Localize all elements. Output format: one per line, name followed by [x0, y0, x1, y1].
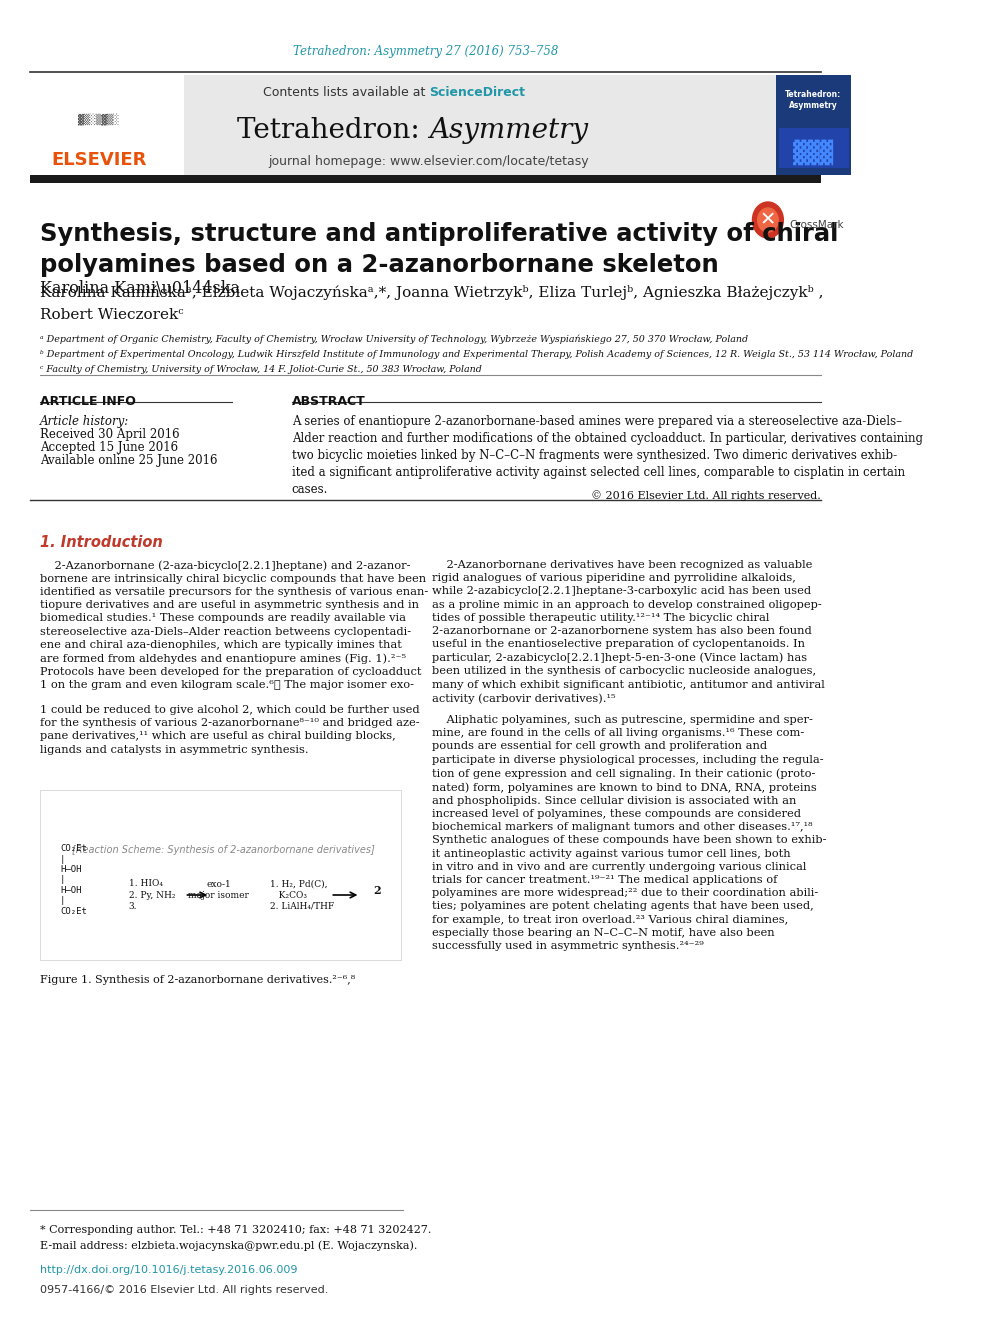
Text: Synthesis, structure and antiproliferative activity of chiral
polyamines based o: Synthesis, structure and antiproliferati… [41, 222, 838, 277]
Text: Tetrahedron:: Tetrahedron: [237, 116, 429, 143]
Circle shape [758, 208, 778, 232]
Text: http://dx.doi.org/10.1016/j.tetasy.2016.06.009: http://dx.doi.org/10.1016/j.tetasy.2016.… [41, 1265, 298, 1275]
Text: © 2016 Elsevier Ltd. All rights reserved.: © 2016 Elsevier Ltd. All rights reserved… [591, 490, 821, 501]
Text: 0957-4166/© 2016 Elsevier Ltd. All rights reserved.: 0957-4166/© 2016 Elsevier Ltd. All right… [41, 1285, 328, 1295]
Text: E-mail address: elzbieta.wojacynska@pwr.edu.pl (E. Wojaczynska).: E-mail address: elzbieta.wojacynska@pwr.… [41, 1240, 418, 1250]
Text: Aliphatic polyamines, such as putrescine, spermidine and sper-
mine, are found i: Aliphatic polyamines, such as putrescine… [432, 714, 826, 951]
Text: 1. HIO₄
2. Py, NH₂
3.: 1. HIO₄ 2. Py, NH₂ 3. [129, 880, 176, 910]
Text: 2-Azanorbornane derivatives have been recognized as valuable
rigid analogues of : 2-Azanorbornane derivatives have been re… [432, 560, 824, 704]
Text: 1. H₂, Pd(C),
   K₂CO₃
2. LiAlH₄/THF: 1. H₂, Pd(C), K₂CO₃ 2. LiAlH₄/THF [270, 880, 334, 910]
Text: Tetrahedron: Asymmetry 27 (2016) 753–758: Tetrahedron: Asymmetry 27 (2016) 753–758 [293, 45, 558, 58]
Text: ELSEVIER: ELSEVIER [51, 151, 147, 169]
Text: 2: 2 [373, 885, 381, 896]
Text: CrossMark: CrossMark [790, 220, 844, 230]
Text: CO₂Et
|
H—OH
|
H—OH
|
CO₂Et: CO₂Et | H—OH | H—OH | CO₂Et [61, 844, 87, 916]
Text: ᵇ Department of Experimental Oncology, Ludwik Hirszfeld Institute of Immunology : ᵇ Department of Experimental Oncology, L… [41, 351, 914, 359]
FancyBboxPatch shape [30, 175, 821, 183]
Text: Received 30 April 2016: Received 30 April 2016 [41, 429, 180, 441]
FancyBboxPatch shape [777, 75, 851, 175]
Text: Karolina Kami\u0144ska: Karolina Kami\u0144ska [41, 280, 240, 296]
Text: ᶜ Faculty of Chemistry, University of Wrocław, 14 F. Joliot-Curie St., 50 383 Wr: ᶜ Faculty of Chemistry, University of Wr… [41, 365, 482, 374]
Text: Available online 25 June 2016: Available online 25 June 2016 [41, 454, 218, 467]
Text: ᵃ Department of Organic Chemistry, Faculty of Chemistry, Wrocław University of T: ᵃ Department of Organic Chemistry, Facul… [41, 335, 748, 344]
FancyBboxPatch shape [30, 75, 185, 175]
Text: Tetrahedron:
Asymmetry: Tetrahedron: Asymmetry [786, 90, 841, 110]
Text: ScienceDirect: ScienceDirect [429, 86, 525, 99]
Text: Karolina Kamińskaᵃ, Elżbieta Wojaczyńskaᵃ,*, Joanna Wietrzykᵇ, Eliza Turlejᵇ, Ag: Karolina Kamińskaᵃ, Elżbieta Wojaczyńska… [41, 284, 823, 300]
FancyBboxPatch shape [779, 128, 848, 168]
Text: journal homepage: www.elsevier.com/locate/tetasy: journal homepage: www.elsevier.com/locat… [269, 156, 589, 168]
Text: ABSTRACT: ABSTRACT [292, 396, 365, 407]
Text: 1. Introduction: 1. Introduction [41, 534, 163, 550]
Text: 2-Azanorbornane (2-aza-bicyclo[2.2.1]heptane) and 2-azanor-
bornene are intrinsi: 2-Azanorbornane (2-aza-bicyclo[2.2.1]hep… [41, 560, 429, 691]
Text: * Corresponding author. Tel.: +48 71 3202410; fax: +48 71 3202427.: * Corresponding author. Tel.: +48 71 320… [41, 1225, 432, 1234]
Text: Figure 1. Synthesis of 2-azanorbornane derivatives.²⁻⁶,⁸: Figure 1. Synthesis of 2-azanorbornane d… [41, 975, 355, 986]
Text: Article history:: Article history: [41, 415, 130, 429]
Text: ▓▓▓: ▓▓▓ [794, 139, 833, 165]
Text: Contents lists available at: Contents lists available at [263, 86, 429, 99]
Text: Robert Wieczorekᶜ: Robert Wieczorekᶜ [41, 308, 184, 321]
Text: [Reaction Scheme: Synthesis of 2-azanorbornane derivatives]: [Reaction Scheme: Synthesis of 2-azanorb… [71, 845, 374, 855]
Text: 1 could be reduced to give alcohol 2, which could be further used
for the synthe: 1 could be reduced to give alcohol 2, wh… [41, 705, 420, 754]
Text: exo-1
major isomer: exo-1 major isomer [188, 880, 249, 900]
Text: ✕: ✕ [760, 210, 776, 229]
Text: ARTICLE INFO: ARTICLE INFO [41, 396, 136, 407]
Text: Accepted 15 June 2016: Accepted 15 June 2016 [41, 441, 179, 454]
Text: A series of enantiopure 2-azanorbornane-based amines were prepared via a stereos: A series of enantiopure 2-azanorbornane-… [292, 415, 923, 496]
FancyBboxPatch shape [41, 790, 401, 960]
Text: ▓▒░▒▓▒░: ▓▒░▒▓▒░ [78, 114, 119, 126]
Text: Asymmetry: Asymmetry [429, 116, 588, 143]
FancyBboxPatch shape [30, 75, 777, 175]
Circle shape [753, 202, 784, 238]
